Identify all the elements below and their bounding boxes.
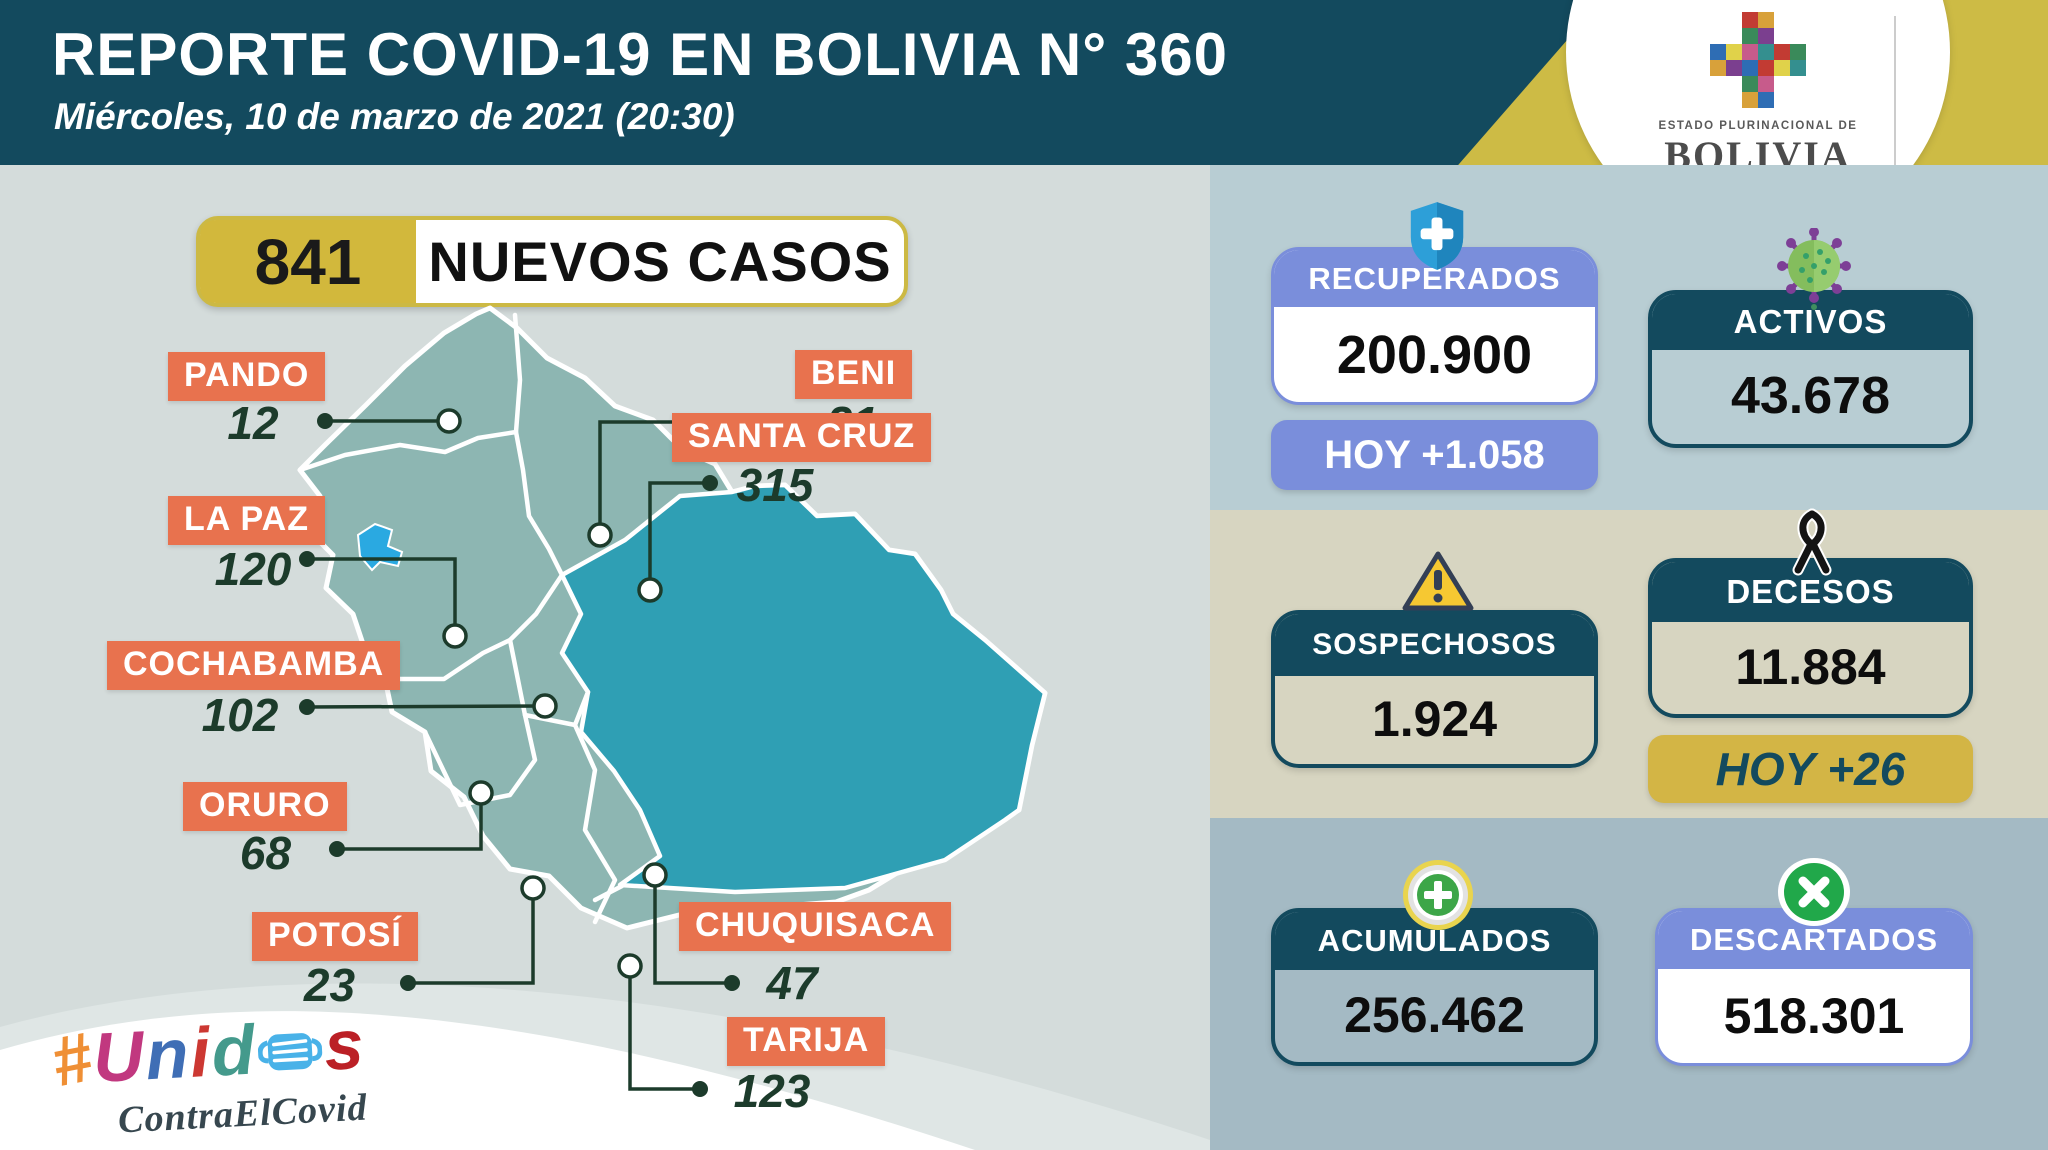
dept-value-chuquisaca: 47 [766, 957, 818, 1009]
dept-value-la-paz: 120 [214, 543, 292, 595]
new-cases-banner: 841 NUEVOS CASOS [196, 216, 908, 307]
unidos-campaign-logo: #Unid s [45, 1004, 368, 1101]
dept-value-potosi: 23 [303, 959, 356, 1011]
shield-plus-icon [1410, 202, 1464, 270]
campaign-letter: n [143, 1014, 193, 1095]
card-sospechosos: SOSPECHOSOS 1.924 [1271, 610, 1598, 768]
dept-label-cochabamba: COCHABAMBA [107, 641, 401, 690]
dept-value-cochabamba: 102 [201, 689, 279, 741]
discard-x-icon [1778, 858, 1850, 926]
card-sospechosos-title: SOSPECHOSOS [1275, 614, 1594, 676]
wiphala-cross-icon [1710, 12, 1806, 108]
dept-label-beni: BENI [795, 350, 913, 399]
page-title: REPORTE COVID-19 EN BOLIVIA N° 360 [52, 21, 1229, 88]
warning-triangle-icon [1402, 551, 1474, 611]
badge-decesos-today: HOY +26 [1648, 735, 1973, 803]
card-sospechosos-value: 1.924 [1371, 691, 1498, 747]
face-mask-icon [257, 1012, 325, 1095]
virus-icon [1777, 228, 1851, 310]
badge-recuperados-today: HOY +1.058 [1271, 420, 1598, 490]
page-subtitle: Miércoles, 10 de marzo de 2021 (20:30) [54, 96, 735, 137]
dept-label-tarija: TARIJA [727, 1017, 886, 1066]
card-decesos-title: DECESOS [1652, 562, 1969, 622]
dept-value-tarija: 123 [733, 1065, 811, 1117]
campaign-letter: U [91, 1016, 148, 1098]
card-activos-title: ACTIVOS [1652, 294, 1969, 350]
campaign-letter: s [322, 1004, 368, 1085]
card-activos-value: 43.678 [1730, 367, 1891, 425]
campaign-letter: d [209, 1010, 259, 1091]
dept-label-santa-cruz: SANTA CRUZ [672, 413, 932, 462]
new-cases-label: NUEVOS CASOS [428, 230, 892, 293]
card-acumulados-value: 256.462 [1344, 987, 1525, 1043]
card-descartados: DESCARTADOS 518.301 [1655, 908, 1973, 1066]
dept-label-potosi: POTOSÍ [252, 912, 418, 961]
dept-value-pando: 12 [227, 397, 279, 449]
ministry-logo-line1: ESTADO PLURINACIONAL DE [1658, 120, 1858, 132]
logo-divider [1894, 16, 1896, 184]
mourning-ribbon-icon [1792, 508, 1832, 576]
dept-label-chuquisaca: CHUQUISACA [679, 902, 952, 951]
card-decesos-value: 11.884 [1735, 639, 1886, 695]
dept-label-pando: PANDO [168, 352, 326, 401]
card-recuperados-value: 200.900 [1336, 324, 1533, 385]
dept-label-oruro: ORURO [183, 782, 347, 831]
card-acumulados: ACUMULADOS 256.462 [1271, 908, 1598, 1066]
dept-value-santa-cruz: 315 [736, 459, 814, 511]
dept-value-oruro: 68 [239, 827, 292, 879]
card-descartados-value: 518.301 [1723, 988, 1905, 1044]
new-cases-count: 841 [200, 220, 416, 303]
dept-label-la-paz: LA PAZ [168, 496, 325, 545]
card-decesos: DECESOS 11.884 [1648, 558, 1973, 718]
card-activos: ACTIVOS 43.678 [1648, 290, 1973, 448]
plus-circle-icon [1403, 860, 1473, 930]
decorative-curves [0, 983, 1210, 1150]
